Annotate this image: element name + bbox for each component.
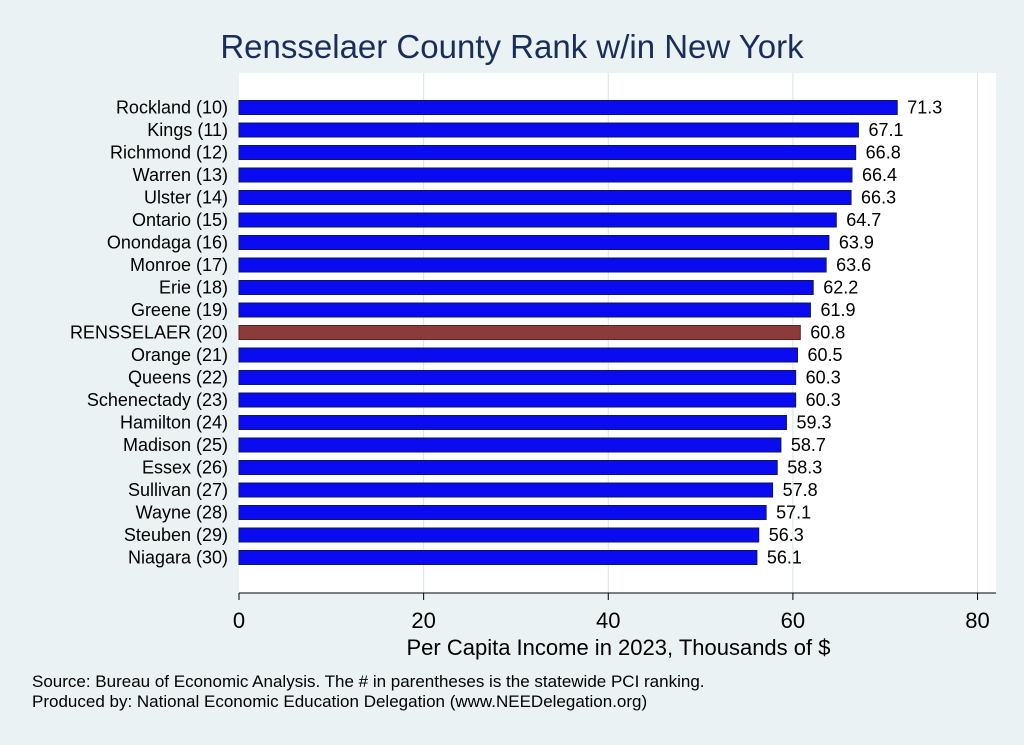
- produced-by-note: Produced by: National Economic Education…: [32, 692, 648, 711]
- bar: [238, 257, 827, 273]
- y-category-label: Ulster (14): [144, 188, 228, 208]
- bar: [238, 415, 787, 430]
- y-category-label: Steuben (29): [124, 525, 228, 545]
- y-category-label: Wayne (28): [136, 503, 228, 523]
- bar: [238, 235, 830, 250]
- bar-value-label: 66.4: [862, 165, 897, 185]
- bar-value-label: 64.7: [846, 210, 881, 230]
- y-category-label: RENSSELAER (20): [70, 323, 228, 343]
- bar: [238, 122, 859, 138]
- bar: [238, 482, 774, 498]
- y-category-label: Niagara (30): [128, 548, 228, 568]
- bar-value-label: 60.8: [810, 323, 845, 343]
- y-category-label: Warren (13): [133, 165, 228, 185]
- y-category-label: Sullivan (27): [128, 480, 228, 500]
- bar-value-label: 60.3: [806, 368, 841, 388]
- bar-value-label: 57.1: [776, 503, 811, 523]
- bar-value-label: 67.1: [868, 120, 903, 140]
- chart-title: Rensselaer County Rank w/in New York: [220, 28, 804, 65]
- y-category-label: Kings (11): [147, 120, 228, 140]
- y-category-label: Greene (19): [131, 300, 228, 320]
- bar-value-label: 61.9: [820, 300, 855, 320]
- y-category-label: Hamilton (24): [120, 413, 228, 433]
- x-tick-label: 60: [781, 608, 805, 633]
- y-category-label: Queens (22): [128, 368, 228, 388]
- y-category-label: Ontario (15): [132, 210, 228, 230]
- bar-value-label: 57.8: [783, 480, 818, 500]
- y-category-label: Erie (18): [159, 278, 228, 298]
- bar-value-label: 66.8: [866, 143, 901, 163]
- bar-value-label: 60.5: [808, 345, 843, 365]
- bar: [238, 392, 797, 408]
- bar: [238, 550, 758, 565]
- bar: [238, 167, 853, 183]
- bar: [238, 460, 778, 475]
- bar-highlight: [238, 325, 801, 340]
- y-category-label: Schenectady (23): [87, 390, 228, 410]
- bar-value-label: 60.3: [806, 390, 841, 410]
- bar-value-label: 56.1: [767, 548, 802, 568]
- y-category-label: Madison (25): [123, 435, 228, 455]
- bar: [238, 527, 760, 543]
- bar-value-label: 71.3: [907, 98, 942, 118]
- x-tick-label: 20: [411, 608, 435, 633]
- bar: [238, 437, 782, 453]
- bar: [238, 302, 811, 318]
- bar-value-label: 62.2: [823, 278, 858, 298]
- y-category-label: Onondaga (16): [107, 233, 228, 253]
- bar-value-label: 58.7: [791, 435, 826, 455]
- bar: [238, 505, 767, 520]
- bar-value-label: 63.6: [836, 255, 871, 275]
- bar-value-label: 63.9: [839, 233, 874, 253]
- bar-value-label: 66.3: [861, 188, 896, 208]
- y-category-label: Rockland (10): [116, 98, 228, 118]
- x-axis-title: Per Capita Income in 2023, Thousands of …: [407, 635, 831, 660]
- bar: [238, 190, 852, 205]
- bar: [238, 370, 797, 385]
- bar: [238, 280, 814, 295]
- y-category-label: Orange (21): [131, 345, 228, 365]
- y-category-label: Richmond (12): [110, 143, 228, 163]
- bar: [238, 212, 837, 228]
- bar: [238, 145, 857, 160]
- source-note: Source: Bureau of Economic Analysis. The…: [32, 672, 705, 691]
- y-category-label: Essex (26): [142, 458, 228, 478]
- x-tick-label: 0: [233, 608, 245, 633]
- bar-value-label: 59.3: [796, 413, 831, 433]
- x-tick-label: 40: [596, 608, 620, 633]
- bar: [238, 347, 799, 363]
- bar-value-label: 58.3: [787, 458, 822, 478]
- y-category-label: Monroe (17): [130, 255, 228, 275]
- x-tick-label: 80: [965, 608, 989, 633]
- bar: [238, 100, 898, 115]
- bar-value-label: 56.3: [769, 525, 804, 545]
